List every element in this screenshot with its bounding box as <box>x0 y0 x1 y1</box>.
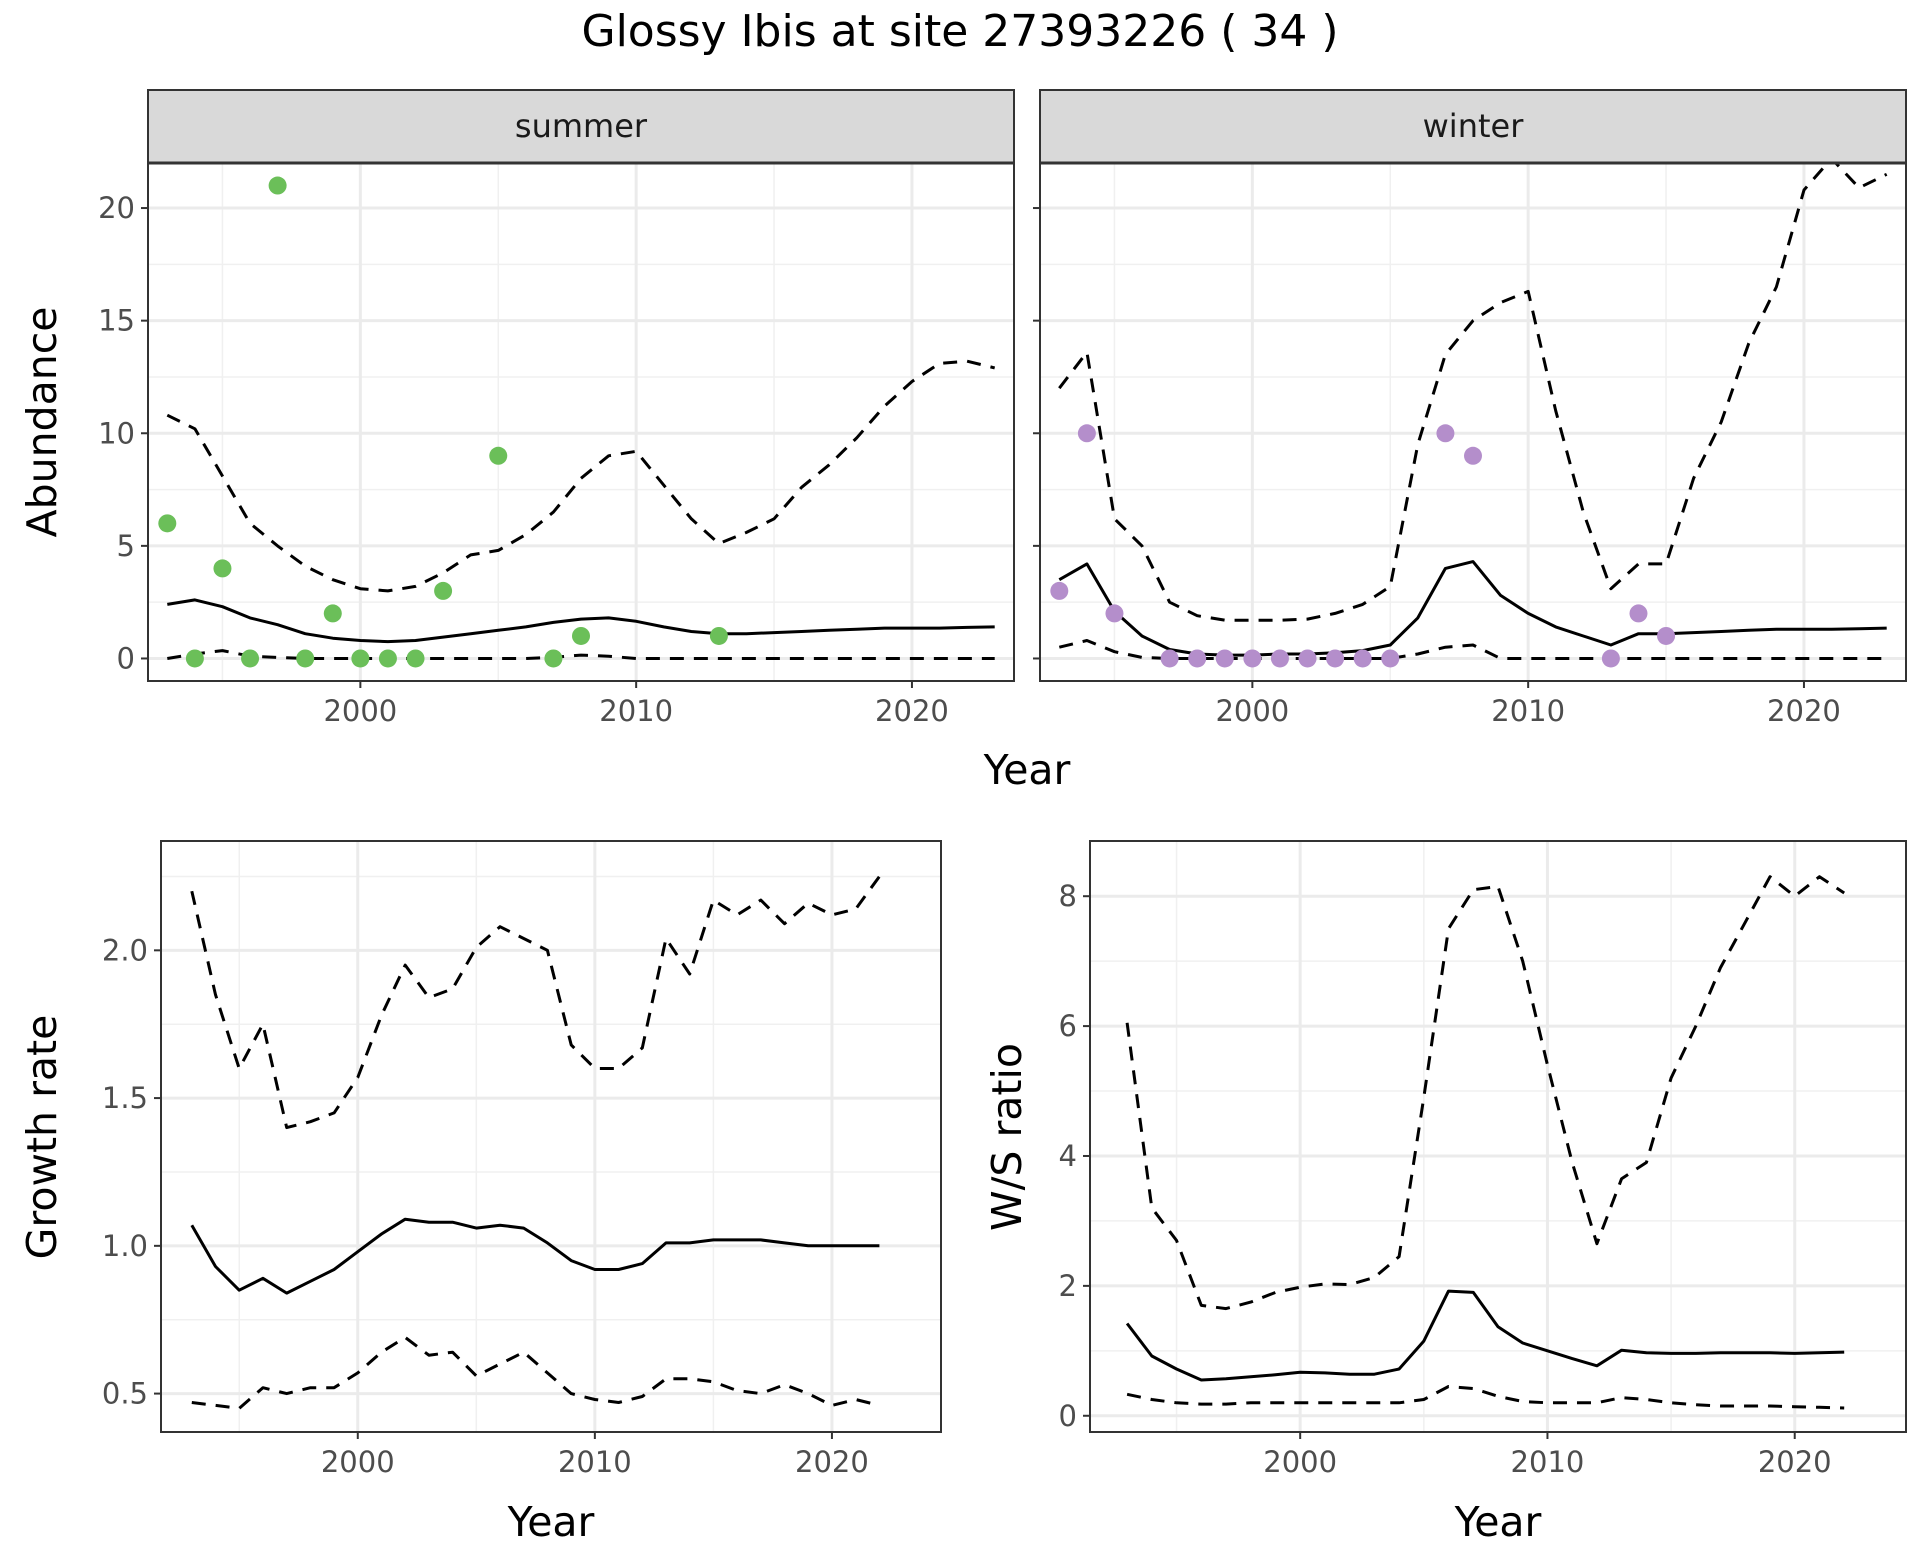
abundance-summer-upper-dashed-line <box>166 359 996 593</box>
abundance-summer-y-tick-label: 5 <box>117 529 135 563</box>
abundance-winter-observed-point <box>1601 649 1620 668</box>
abundance-winter-strip-label: winter <box>1423 107 1525 145</box>
abundance-summer-panel-border <box>147 162 1015 682</box>
abundance-summer-strip-label: summer <box>515 107 648 145</box>
abundance-summer-observed-point <box>268 176 287 195</box>
abundance-summer-observed-point <box>296 649 315 668</box>
abundance-winter-upper-dashed-line <box>1058 157 1888 622</box>
abundance-summer-observed-point <box>185 649 204 668</box>
abundance-summer-observed-point <box>241 649 260 668</box>
abundance-winter-observed-point <box>1353 649 1372 668</box>
abundance-summer-observed-point <box>544 649 563 668</box>
figure-title: Glossy Ibis at site 27393226 ( 34 ) <box>581 6 1339 57</box>
abundance-summer-x-tick-label: 2010 <box>599 694 673 728</box>
ws-ratio-x-tick-label: 2000 <box>1263 1445 1337 1479</box>
abundance-summer-y-tick-label: 15 <box>98 304 135 338</box>
growth-y-tick-label: 0.5 <box>102 1377 148 1411</box>
abundance-winter-observed-point <box>1077 424 1096 443</box>
abundance-summer-observed-point <box>406 649 425 668</box>
abundance-summer-observed-point <box>709 626 728 645</box>
abundance-winter-observed-point <box>1326 649 1345 668</box>
abundance-winter-grid <box>1040 163 1906 681</box>
ws-ratio-x-axis-title: Year <box>1454 1498 1542 1546</box>
abundance-summer-observed-point <box>572 626 590 645</box>
growth-x-axis-title: Year <box>507 1498 595 1546</box>
growth-x-tick-label: 2020 <box>795 1445 869 1479</box>
ws-ratio-y-tick-label: 0 <box>1059 1399 1077 1433</box>
abundance-winter-mean-line <box>1058 560 1887 657</box>
ws-ratio-upper-dashed-line <box>1125 875 1846 1311</box>
ws-ratio-y-axis-title: W/S ratio <box>983 1043 1031 1231</box>
abundance-summer-mean-line <box>167 598 995 644</box>
growth-grid <box>161 841 941 1432</box>
ws-ratio-panel-border <box>1089 840 1907 1433</box>
abundance-summer-x-tick-label: 2020 <box>875 694 949 728</box>
abundance-summer-strip <box>147 89 1015 164</box>
abundance-summer-observed-point <box>434 581 453 600</box>
abundance-summer-x-tick-label: 2000 <box>323 694 397 728</box>
ws-ratio-y-tick-label: 4 <box>1059 1139 1077 1173</box>
abundance-summer-observed-point <box>213 559 232 578</box>
abundance-winter-observed-point <box>1188 649 1207 668</box>
ws-ratio-x-tick-label: 2010 <box>1511 1445 1585 1479</box>
growth-y-tick-label: 1.5 <box>102 1081 148 1115</box>
growth-y-tick-label: 1.0 <box>102 1229 148 1263</box>
abundance-summer-grid <box>148 163 1014 681</box>
ws-ratio-y-tick-label: 2 <box>1059 1269 1077 1303</box>
ws-ratio-y-tick-label: 6 <box>1059 1009 1077 1043</box>
ws-ratio-x-tick-label: 2020 <box>1758 1445 1832 1479</box>
abundance-summer-observed-point <box>378 649 397 668</box>
abundance-winter-observed-point <box>1215 649 1234 668</box>
abundance-winter-strip <box>1039 89 1907 164</box>
growth-x-tick-label: 2010 <box>558 1445 632 1479</box>
abundance-winter-observed-point <box>1436 424 1455 443</box>
abundance-winter-observed-point <box>1105 604 1124 623</box>
abundance-winter-observed-point <box>1464 446 1482 465</box>
abundance-winter-observed-point <box>1270 649 1289 668</box>
ws-ratio-mean-line <box>1125 1289 1845 1382</box>
growth-y-axis-title: Growth rate <box>18 1015 66 1260</box>
abundance-x-axis-title: Year <box>983 746 1071 794</box>
abundance-summer-observed-point <box>323 604 342 623</box>
abundance-summer-lower-dashed-line <box>167 649 995 660</box>
growth-y-tick-label: 2.0 <box>102 933 148 967</box>
growth-mean-line <box>190 1217 880 1295</box>
abundance-summer-y-tick-label: 20 <box>98 191 135 225</box>
abundance-winter-x-tick-label: 2000 <box>1215 694 1289 728</box>
ws-ratio-y-tick-label: 8 <box>1059 879 1077 913</box>
abundance-summer-y-tick-label: 0 <box>117 641 135 675</box>
ws-ratio-grid <box>1090 841 1906 1432</box>
abundance-summer-observed-point <box>489 446 508 465</box>
abundance-winter-observed-point <box>1050 581 1069 600</box>
growth-upper-dashed-line <box>190 875 881 1130</box>
abundance-winter-observed-point <box>1629 604 1648 623</box>
abundance-winter-observed-point <box>1160 649 1179 668</box>
abundance-summer-observed-point <box>351 649 370 668</box>
abundance-winter-observed-point <box>1657 626 1676 645</box>
abundance-winter-observed-point <box>1243 649 1262 668</box>
abundance-winter-observed-point <box>1298 649 1317 668</box>
growth-lower-dashed-line <box>191 1335 880 1410</box>
abundance-winter-observed-point <box>1381 649 1400 668</box>
abundance-winter-x-tick-label: 2020 <box>1767 694 1841 728</box>
abundance-winter-x-tick-label: 2010 <box>1491 694 1565 728</box>
abundance-summer-y-tick-label: 10 <box>98 416 135 450</box>
abundance-winter-lower-dashed-line <box>1058 639 1887 660</box>
growth-panel-border <box>160 840 942 1433</box>
abundance-y-axis-title: Abundance <box>18 307 66 538</box>
ws-ratio-lower-dashed-line <box>1126 1385 1845 1410</box>
abundance-summer-observed-point <box>158 514 177 533</box>
growth-x-tick-label: 2000 <box>321 1445 395 1479</box>
